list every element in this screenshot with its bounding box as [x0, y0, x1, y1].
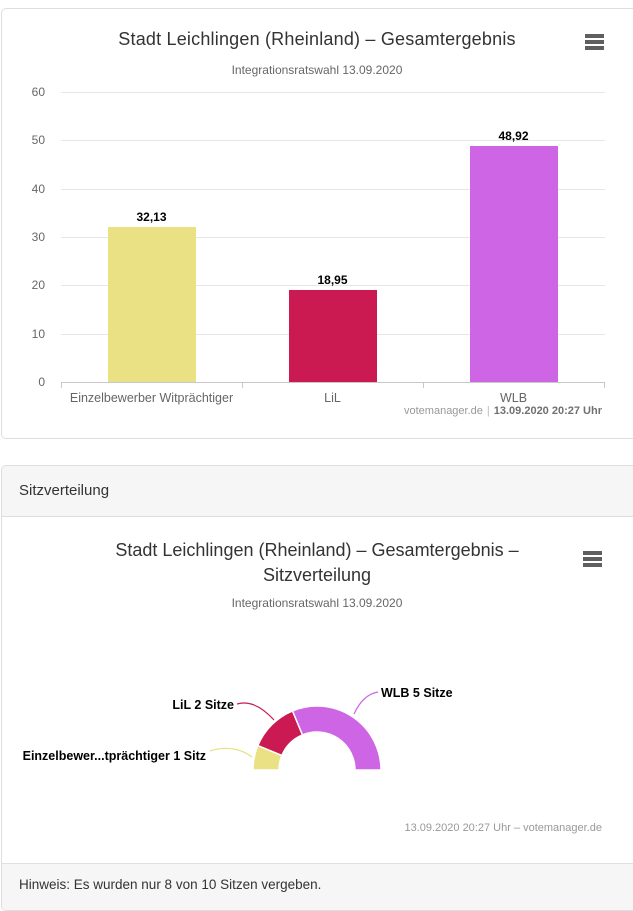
bar-column: 18,95 — [242, 92, 423, 382]
y-axis-tick-label: 30 — [31, 230, 45, 244]
chart-credits[interactable]: votemanager.de | 13.09.2020 20:27 Uhr — [404, 405, 602, 417]
x-axis-tick — [242, 383, 243, 388]
pie-label-wlb: WLB 5 Sitze — [381, 686, 453, 700]
chart-subtitle: Integrationsratswahl 13.09.2020 — [231, 596, 403, 610]
seat-donut-chart — [209, 691, 382, 771]
connector-lil — [236, 702, 275, 721]
gridline — [61, 237, 605, 238]
bar-value-label: 48,92 — [498, 128, 529, 143]
hamburger-bar — [583, 557, 602, 561]
x-axis-tick — [61, 383, 62, 388]
pie-label-einzelbewerber: Einzelbewer...tprächtiger 1 Sitz — [22, 749, 206, 763]
y-axis-tick-label: 60 — [31, 85, 45, 99]
section-footer: Hinweis: Es wurden nur 8 von 10 Sitzen v… — [2, 863, 633, 910]
pie-label-lil: LiL 2 Sitze — [172, 698, 234, 712]
bar-value-label: 18,95 — [317, 273, 348, 288]
chart-title-line2: Sitzverteilung — [262, 565, 372, 585]
x-axis-label-lil: LiL — [324, 391, 341, 405]
y-axis-tick-label: 0 — [38, 375, 45, 389]
bar-column: 48,92 — [423, 92, 604, 382]
credits-timestamp: 13.09.2020 20:27 Uhr — [493, 405, 602, 417]
gridline — [61, 285, 605, 287]
hamburger-bar — [583, 563, 602, 567]
bar-wlb[interactable] — [469, 145, 558, 382]
x-axis-tick — [423, 383, 424, 388]
x-axis-line — [61, 382, 605, 383]
connector-einzelbewerber — [209, 747, 253, 758]
bar-lil[interactable] — [288, 290, 377, 382]
hamburger-bar — [585, 46, 604, 50]
section-header-title: Sitzverteilung — [19, 482, 110, 499]
footer-note: Hinweis: Es wurden nur 8 von 10 Sitzen v… — [19, 877, 322, 892]
y-axis-tick-label: 40 — [31, 181, 45, 196]
pie-slice-wlb[interactable] — [291, 705, 382, 771]
results-chart-card: Stadt Leichlingen (Rheinland) – Gesamter… — [1, 8, 633, 439]
connector-wlb — [353, 691, 379, 715]
gridline — [61, 188, 605, 190]
gridline — [61, 92, 605, 93]
chart-title: Stadt Leichlingen (Rheinland) – Gesamter… — [118, 29, 516, 49]
seat-distribution-card: Sitzverteilung Stadt Leichlingen (Rheinl… — [1, 465, 633, 911]
hamburger-bar — [585, 34, 604, 38]
bar-column: 32,13 — [61, 92, 242, 382]
hamburger-menu-icon[interactable] — [585, 34, 604, 51]
chart-title-line1: Stadt Leichlingen (Rheinland) – Gesamter… — [115, 540, 519, 560]
chart-credits[interactable]: 13.09.2020 20:27 Uhr – votemanager.de — [404, 822, 602, 834]
y-axis-tick-label: 20 — [31, 278, 45, 293]
y-axis-tick-label: 50 — [31, 133, 45, 148]
hamburger-bar — [583, 551, 602, 555]
credits-separator: | — [486, 405, 490, 417]
credits-source-link[interactable]: votemanager.de — [404, 405, 483, 417]
bar-einzelbewerber-witpraechtiger[interactable] — [107, 226, 196, 382]
hamburger-menu-icon[interactable] — [583, 551, 602, 568]
chart-subtitle: Integrationsratswahl 13.09.2020 — [231, 63, 403, 77]
y-axis-tick-label: 10 — [31, 326, 45, 341]
bar-value-label: 32,13 — [136, 209, 167, 224]
x-axis-label-einzelbewerber: Einzelbewerber Witprächtiger — [69, 391, 234, 405]
hamburger-bar — [585, 40, 604, 44]
x-axis-label-wlb: WLB — [499, 391, 528, 405]
gridline — [61, 140, 605, 142]
section-header: Sitzverteilung — [2, 466, 633, 517]
x-axis-tick — [604, 383, 605, 388]
